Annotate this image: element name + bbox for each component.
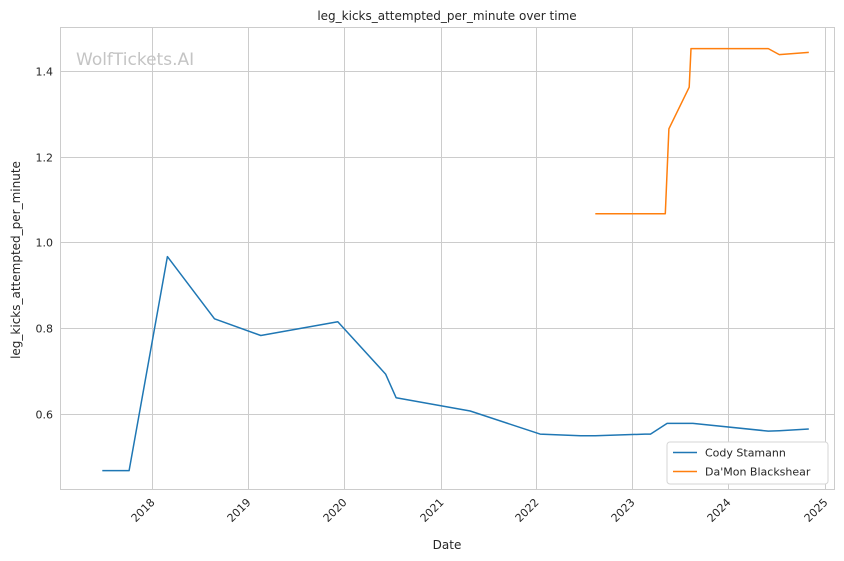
series-layer xyxy=(102,47,809,472)
y-tick-label: 1.4 xyxy=(36,66,54,79)
series-line-da-mon-blackshear xyxy=(595,47,809,215)
legend-box xyxy=(666,441,829,485)
grid xyxy=(61,28,834,489)
legend-label-damon-blackshear: Da'Mon Blackshear xyxy=(705,466,811,479)
y-tick-label: 1.2 xyxy=(36,152,54,165)
legend-label-cody-stamann: Cody Stamann xyxy=(705,447,786,460)
watermark: WolfTickets.AI xyxy=(76,50,194,70)
y-tick-label: 1.0 xyxy=(36,237,54,250)
series-line-cody-stamann xyxy=(102,255,809,472)
y-axis-label: leg_kicks_attempted_per_minute xyxy=(9,161,23,359)
x-axis-label: Date xyxy=(433,538,462,552)
chart-title: leg_kicks_attempted_per_minute over time xyxy=(317,9,576,23)
y-tick-label: 0.6 xyxy=(36,409,54,422)
plot-frame xyxy=(60,27,835,490)
y-tick-label: 0.8 xyxy=(36,323,54,336)
legend: Cody Stamann Da'Mon Blackshear xyxy=(666,441,829,485)
